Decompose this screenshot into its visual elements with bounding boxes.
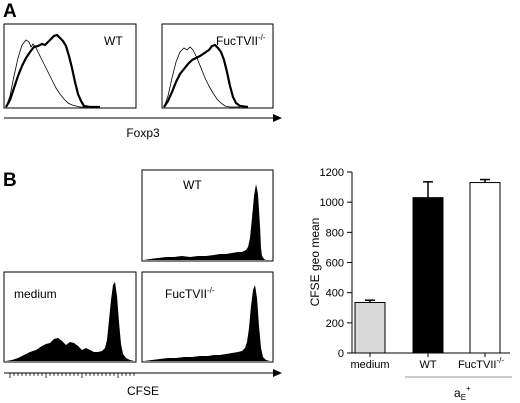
group-label-sup: + <box>466 384 471 393</box>
x-tick-label-0: medium <box>350 359 389 371</box>
bar-chart: CFSE geo mean 0 200 400 600 800 1000 1200 mediu… <box>308 167 512 402</box>
histogram-b-ko-fill <box>144 285 270 361</box>
histogram-a-ko-label-sup: -/- <box>258 33 266 42</box>
histogram-a-wt-label: WT <box>104 34 123 48</box>
histogram-a-ko: FucTVII-/- <box>161 23 274 109</box>
histogram-a-wt-thin-curve <box>5 39 85 108</box>
histogram-b-ko-label-main: FucTVII <box>165 287 207 301</box>
histogram-b-ko-label-sup: -/- <box>207 286 215 295</box>
group-label: aE+ <box>454 384 471 402</box>
histogram-b-medium-label: medium <box>14 287 57 301</box>
y-tick-label-5: 1000 <box>320 197 344 209</box>
histogram-a-ko-thick-curve <box>163 43 249 109</box>
x-tick-label-2: FucTVII-/- <box>458 356 504 371</box>
y-tick-label-0: 0 <box>338 348 344 360</box>
histogram-b-wt: WT <box>141 169 274 262</box>
histogram-a-ko-label-main: FucTVII <box>216 34 258 48</box>
histogram-b-ko-label: FucTVII-/- <box>165 286 215 301</box>
panel-a-letter: A <box>3 1 17 22</box>
axis-label-cfse: CFSE <box>127 384 159 398</box>
y-tick-label-6: 1200 <box>320 167 344 179</box>
histogram-a-ko-label: FucTVII-/- <box>216 33 266 48</box>
axis-arrow-a: Foxp3 <box>4 114 282 140</box>
bar-1 <box>412 197 444 354</box>
histogram-a-wt: WT <box>3 23 137 109</box>
y-tick-label-3: 600 <box>326 258 344 270</box>
histogram-b-wt-label: WT <box>183 178 202 192</box>
histogram-a-wt-thick-curve <box>5 33 100 109</box>
group-label-sub: E <box>461 393 466 402</box>
histogram-b-wt-fill <box>144 184 266 260</box>
bar-2 <box>469 182 501 354</box>
bar-chart-y-axis-label: CFSE geo mean <box>308 218 322 307</box>
axis-arrow-b: CFSE <box>4 369 282 398</box>
histogram-b-ko: FucTVII-/- <box>141 271 274 363</box>
panel-b-letter: B <box>3 170 17 191</box>
group-label-main: a <box>454 386 461 400</box>
x-tick-label-1: WT <box>419 359 436 371</box>
y-tick-label-1: 200 <box>326 318 344 330</box>
axis-label-foxp3: Foxp3 <box>126 126 160 140</box>
axis-b-ticks <box>9 373 135 378</box>
histogram-b-medium-fill <box>6 282 134 361</box>
bar-0 <box>354 301 386 354</box>
histogram-b-medium: medium <box>3 271 137 363</box>
y-tick-label-2: 400 <box>326 288 344 300</box>
bar-chart-marks: 0 200 400 600 800 1000 1200 medium WT FucTVII-/- <box>320 167 505 371</box>
y-tick-label-4: 800 <box>326 227 344 239</box>
